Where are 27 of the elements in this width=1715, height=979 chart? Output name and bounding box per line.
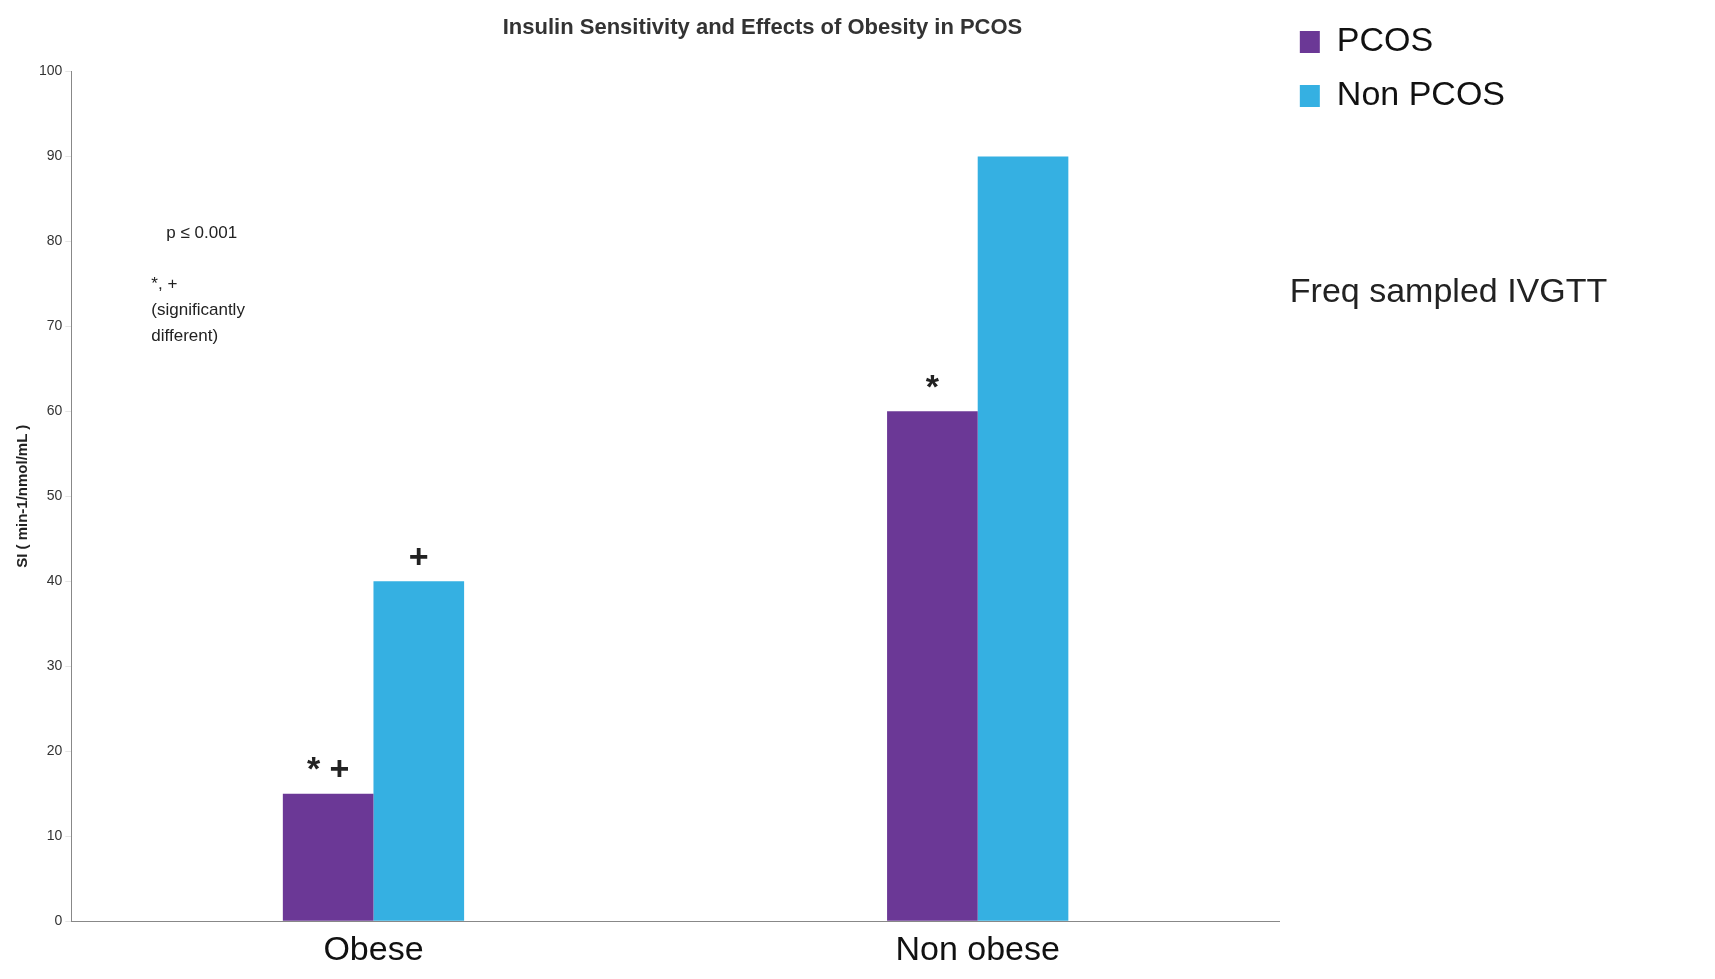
x-tick-label: Non obese [895, 928, 1060, 967]
y-tick-label: 0 [54, 912, 63, 929]
y-tick-label: 90 [46, 147, 63, 164]
x-tick-label: Obese [323, 928, 424, 967]
chart-title: Insulin Sensitivity and Effects of Obesity in PCOS [502, 14, 1023, 40]
annotation: *, + (significantly different) [151, 273, 246, 345]
bar [373, 581, 465, 921]
legend-label: PCOS [1336, 20, 1434, 59]
legend-label: Non PCOS [1336, 74, 1506, 113]
annotation: p ≤ 0.001 [166, 222, 238, 242]
y-tick-label: 20 [46, 742, 63, 759]
bar [887, 411, 978, 921]
y-tick-label: 50 [46, 487, 63, 504]
bar [282, 793, 374, 921]
y-tick-label: 40 [46, 572, 63, 589]
y-axis-title: SI ( min-1/nmol/mL ) [13, 424, 31, 568]
y-tick-label: 70 [46, 317, 63, 334]
annotation: * + [306, 749, 350, 788]
y-tick-label: 60 [46, 402, 63, 419]
annotation: * [925, 366, 940, 405]
y-tick-label: 10 [46, 827, 63, 844]
y-tick-label: 100 [39, 62, 63, 79]
text: Freq sampled IVGTT [1289, 271, 1608, 310]
annotation: + [408, 536, 429, 575]
bar [977, 156, 1069, 921]
y-tick-label: 80 [46, 232, 63, 249]
y-tick-label: 30 [46, 657, 63, 674]
